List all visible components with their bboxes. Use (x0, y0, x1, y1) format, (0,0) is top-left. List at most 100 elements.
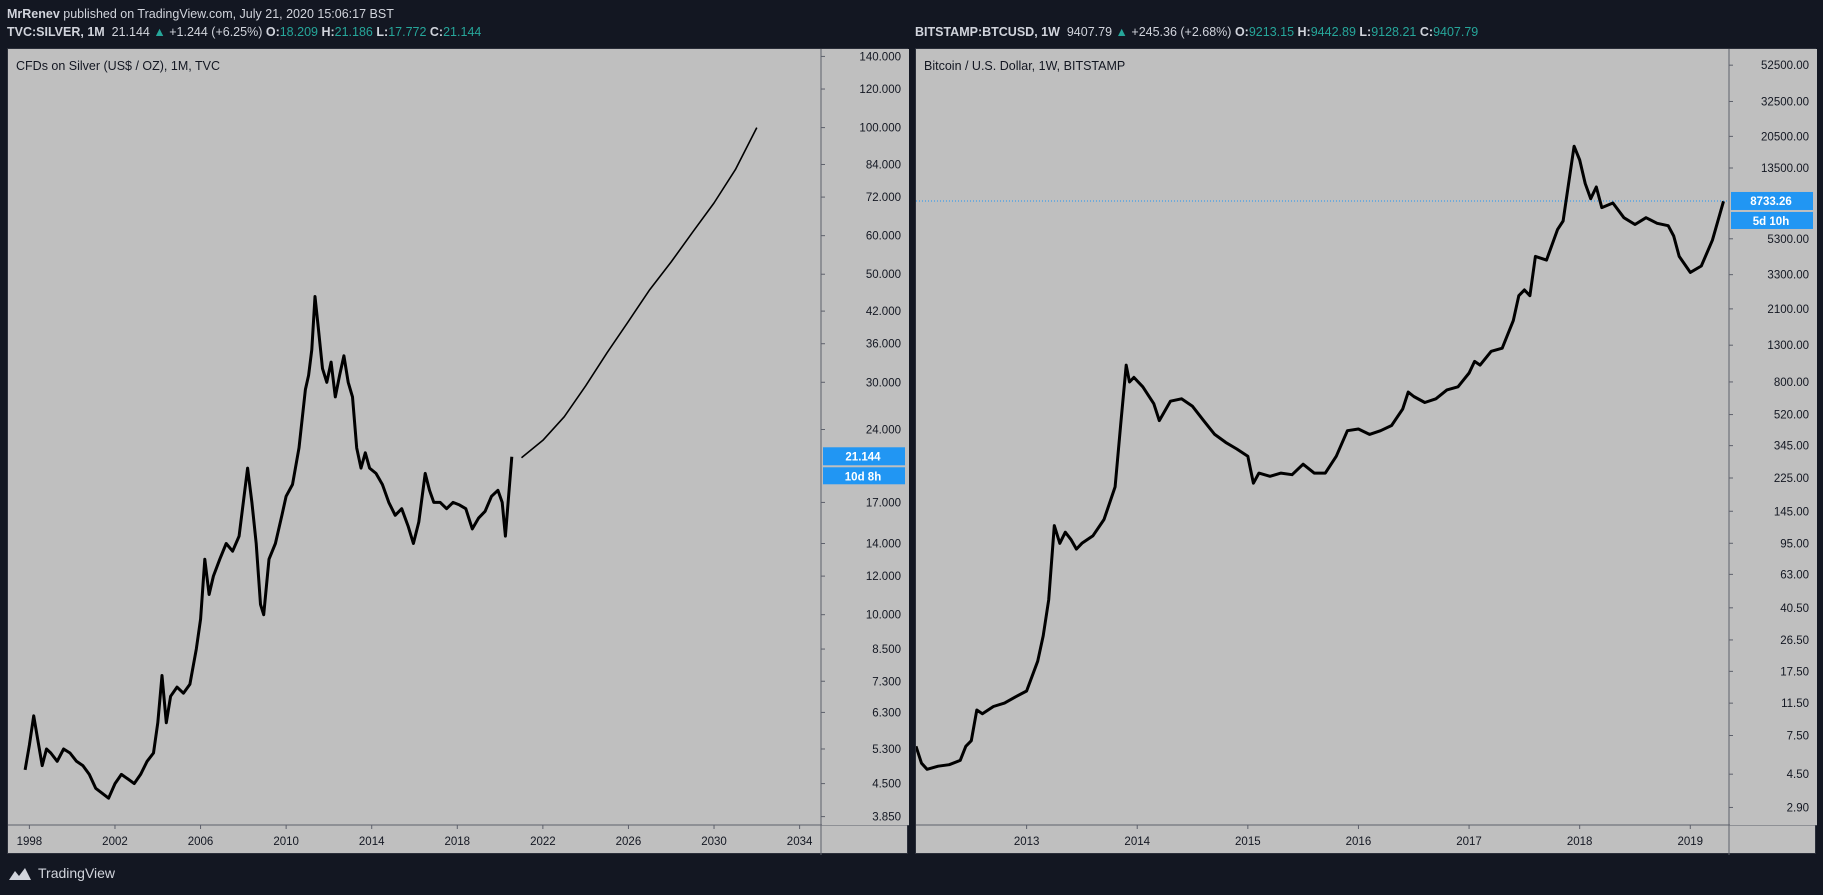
bitcoin-chart[interactable]: 52500.00 32500.00 20500.00 13500.00 5300.00 3… (916, 49, 1817, 855)
brand-name: TradingView (38, 865, 116, 881)
silver-chart-panel[interactable]: CFDs on Silver (US$ / OZ), 1M, TVC 140.0… (7, 48, 909, 855)
y-tick-label: 1300.00 (1767, 340, 1809, 352)
x-tick-label: 2019 (1677, 836, 1703, 848)
high-label: H: (321, 25, 335, 39)
y-tick-label: 8.500 (872, 644, 901, 656)
y-tick-label: 3.850 (872, 812, 901, 824)
x-tick-label: 2014 (1124, 836, 1150, 848)
y-axis-area[interactable] (1730, 49, 1817, 825)
right-price: 9407.79 (1066, 25, 1113, 39)
silver-chart-title: CFDs on Silver (US$ / OZ), 1M, TVC (16, 59, 220, 73)
x-tick-label: 2034 (787, 836, 813, 848)
x-tick-label: 2026 (616, 836, 642, 848)
right-change: +245.36 (+2.68%) (1131, 25, 1232, 39)
low-label: L: (376, 25, 389, 39)
left-low: 17.772 (388, 25, 427, 39)
y-tick-label: 11.50 (1781, 698, 1809, 710)
y-tick-label: 17.000 (866, 497, 901, 509)
low-label: L: (1359, 25, 1372, 39)
close-label: C: (429, 25, 444, 39)
y-tick-label: 5.300 (872, 744, 901, 756)
last-value-badge-bg (823, 447, 905, 466)
x-tick-label: 2018 (444, 836, 470, 848)
x-tick-label: 2002 (102, 836, 128, 848)
x-tick-label: 2018 (1567, 836, 1593, 848)
y-tick-label: 10.000 (866, 610, 901, 622)
y-tick-label: 36.000 (866, 339, 901, 351)
up-triangle-icon: ▲ (153, 25, 166, 39)
publish-header: MrRenev published on TradingView.com, Ju… (7, 7, 394, 21)
up-triangle-icon: ▲ (1115, 25, 1128, 39)
x-tick-label: 2010 (273, 836, 299, 848)
y-tick-label: 5300.00 (1767, 234, 1809, 246)
y-tick-label: 52500.00 (1761, 60, 1809, 72)
right-open: 9213.15 (1248, 25, 1295, 39)
open-label: O: (265, 25, 280, 39)
y-tick-label: 4.50 (1787, 769, 1809, 781)
last-value-label: 21.144 (845, 451, 881, 463)
countdown-label: 10d 8h (845, 471, 881, 483)
x-tick-label: 2013 (1014, 836, 1040, 848)
open-label: O: (1234, 25, 1249, 39)
x-tick-label: 1998 (17, 836, 43, 848)
y-tick-label: 42.000 (866, 306, 901, 318)
y-tick-label: 24.000 (866, 424, 901, 436)
countdown-badge: 10d 8h (823, 467, 905, 485)
last-value-badge: 21.144 (823, 447, 905, 466)
right-high: 9442.89 (1310, 25, 1356, 39)
y-tick-label: 40.50 (1780, 603, 1809, 615)
x-tick-label: 2014 (359, 836, 385, 848)
left-open: 18.209 (279, 25, 318, 39)
silver-chart[interactable]: 140.000 120.000 100.000 84.000 72.000 60.000 5… (8, 49, 909, 855)
y-tick-label: 50.000 (866, 269, 901, 281)
y-tick-label: 12.000 (866, 571, 901, 583)
price-series-line (23, 295, 514, 800)
left-change: +1.244 (+6.25%) (169, 25, 263, 39)
projection-line (520, 127, 758, 459)
left-symbol-info: TVC:SILVER, 1M 21.144 ▲ +1.244 (+6.25%) … (7, 25, 481, 39)
publisher-name[interactable]: MrRenev (7, 7, 60, 21)
y-tick-label: 26.50 (1780, 635, 1809, 647)
publish-text: published on TradingView.com, July 21, 2… (63, 7, 394, 21)
y-tick-label: 520.00 (1774, 410, 1809, 422)
right-symbol: BITSTAMP:BTCUSD, 1W (915, 25, 1060, 39)
left-symbol: TVC:SILVER, 1M (7, 25, 105, 39)
x-tick-label: 2017 (1456, 836, 1482, 848)
y-tick-label: 60.000 (866, 231, 901, 243)
y-tick-label: 17.50 (1780, 666, 1809, 678)
y-tick-label: 2100.00 (1767, 304, 1809, 316)
bitcoin-chart-title: Bitcoin / U.S. Dollar, 1W, BITSTAMP (924, 59, 1126, 73)
y-tick-label: 4.500 (872, 779, 901, 791)
bitcoin-chart-panel[interactable]: Bitcoin / U.S. Dollar, 1W, BITSTAMP 5250… (915, 48, 1817, 855)
y-tick-label: 95.00 (1780, 538, 1809, 550)
left-high: 21.186 (334, 25, 373, 39)
y-tick-label: 120.000 (859, 84, 901, 96)
y-tick-label: 72.000 (866, 192, 901, 204)
right-close: 9407.79 (1433, 25, 1479, 39)
close-label: C: (1419, 25, 1434, 39)
y-tick-label: 100.000 (859, 123, 901, 135)
y-tick-label: 63.00 (1780, 569, 1809, 581)
y-tick-label: 2.90 (1787, 802, 1809, 814)
left-close: 21.144 (443, 25, 482, 39)
y-tick-label: 6.300 (872, 707, 901, 719)
y-tick-label: 800.00 (1774, 377, 1809, 389)
x-tick-label: 2022 (530, 836, 556, 848)
countdown-badge: 5d 10h (1731, 211, 1813, 229)
y-axis-area[interactable] (822, 49, 909, 825)
right-low: 9128.21 (1371, 25, 1417, 39)
x-tick-label: 2006 (188, 836, 214, 848)
countdown-badge-bg (823, 467, 905, 485)
right-symbol-info: BITSTAMP:BTCUSD, 1W 9407.79 ▲ +245.36 (+… (915, 25, 1478, 39)
y-tick-label: 30.000 (866, 377, 901, 389)
tradingview-brand[interactable]: TradingView (8, 865, 115, 881)
last-value-label: 8733.26 (1750, 196, 1792, 208)
countdown-badge-bg (1731, 211, 1813, 229)
tradingview-logo-icon (9, 868, 31, 880)
y-tick-label: 140.000 (859, 51, 901, 63)
y-tick-label: 3300.00 (1767, 270, 1809, 282)
x-tick-label: 2030 (701, 836, 727, 848)
high-label: H: (1297, 25, 1311, 39)
y-tick-label: 7.50 (1787, 731, 1809, 743)
left-price: 21.144 (111, 25, 150, 39)
